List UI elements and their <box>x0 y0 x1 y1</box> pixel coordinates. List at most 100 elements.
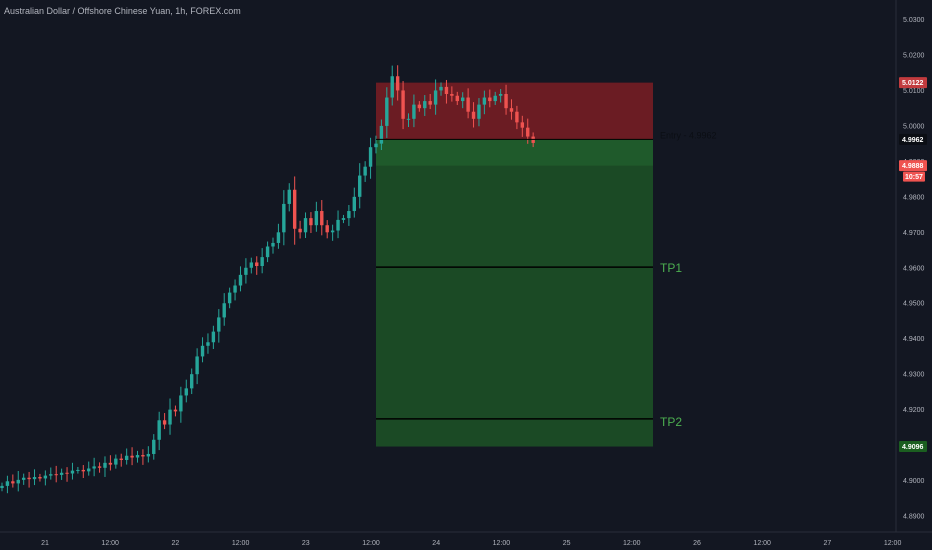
candle <box>385 87 389 138</box>
candle-body <box>43 475 48 479</box>
x-tick-label: 12:00 <box>101 540 119 547</box>
candle <box>330 224 335 241</box>
x-tick-label: 24 <box>432 540 440 547</box>
candle-body <box>395 76 400 91</box>
candle-body <box>341 218 346 220</box>
candle <box>439 82 443 96</box>
candle <box>444 79 449 104</box>
candle <box>493 91 497 105</box>
candle-body <box>303 218 308 233</box>
candle <box>157 411 161 451</box>
candle <box>423 95 427 116</box>
y-tick-label: 4.9300 <box>903 372 925 379</box>
candle <box>162 413 167 430</box>
candle <box>320 200 324 236</box>
candle <box>504 84 508 115</box>
y-tick-label: 4.9500 <box>903 301 925 308</box>
candle-body <box>493 95 497 102</box>
candle-body <box>515 111 519 123</box>
candle <box>450 86 454 102</box>
candle-body <box>390 76 394 98</box>
candle-body <box>87 468 91 472</box>
x-tick-label: 21 <box>41 540 49 547</box>
candle-body <box>59 472 64 475</box>
candle <box>11 474 15 488</box>
candle-body <box>184 388 188 396</box>
candle-body <box>222 303 226 318</box>
candle-body <box>282 203 286 233</box>
candle-body <box>276 232 281 243</box>
candle-body <box>265 246 270 258</box>
candle <box>76 466 80 474</box>
y-tick-label: 5.0300 <box>903 17 925 24</box>
entry-label: Entry - 4.9962 <box>660 130 717 140</box>
x-tick-label: 12:00 <box>493 540 511 547</box>
candle <box>184 379 188 403</box>
candle <box>152 434 156 460</box>
candle <box>97 462 102 473</box>
candle-body <box>314 211 319 226</box>
candle <box>168 398 172 435</box>
candle <box>206 333 210 354</box>
candle <box>461 92 465 109</box>
candle-body <box>439 86 443 91</box>
candle-body <box>168 409 172 425</box>
candle-body <box>54 474 58 476</box>
candles <box>0 65 535 494</box>
candle-body <box>5 481 10 486</box>
candle <box>347 204 351 226</box>
target-price-tag: 4.9096 <box>902 444 924 451</box>
candle-body <box>190 374 194 389</box>
candle-body <box>65 472 69 474</box>
candle <box>515 105 519 130</box>
candle-body <box>206 342 210 346</box>
candle <box>417 101 422 112</box>
y-tick-label: 4.9700 <box>903 230 925 237</box>
candle-body <box>455 95 459 102</box>
candle <box>27 471 31 488</box>
candle-body <box>49 474 53 476</box>
candle <box>455 91 459 105</box>
candle-body <box>325 225 329 233</box>
candle-body <box>461 97 465 102</box>
candle <box>433 79 438 115</box>
x-tick-label: 12:00 <box>362 540 380 547</box>
candle-body <box>374 143 378 148</box>
candle <box>314 201 319 232</box>
candle-body <box>520 122 525 128</box>
candle <box>471 102 476 128</box>
candle <box>124 448 129 465</box>
y-tick-label: 4.9800 <box>903 194 925 201</box>
candle-body <box>114 458 118 465</box>
x-tick-label: 26 <box>693 540 701 547</box>
candle <box>119 453 123 467</box>
candle <box>38 473 42 482</box>
candle <box>276 223 281 249</box>
target-price-tag-bg <box>899 441 927 453</box>
candle-body <box>92 466 96 469</box>
candle <box>265 241 270 263</box>
candle <box>21 473 26 485</box>
candle-body <box>433 90 438 105</box>
candle <box>298 220 302 239</box>
candle-body <box>21 477 26 480</box>
candle-body <box>97 466 102 468</box>
candle-body <box>498 93 503 96</box>
candle <box>368 137 373 179</box>
candle-body <box>16 479 20 484</box>
candle-body <box>347 211 351 219</box>
candle <box>488 89 492 108</box>
candle <box>141 449 145 465</box>
candle-body <box>162 420 167 425</box>
candle-body <box>135 455 140 458</box>
candle-body <box>292 189 297 229</box>
candle <box>271 237 275 254</box>
target-zone-active <box>376 139 653 166</box>
candle-body <box>76 469 80 471</box>
candle-body <box>330 230 335 233</box>
candle <box>54 465 58 483</box>
candle <box>374 135 378 154</box>
candle <box>70 462 75 480</box>
